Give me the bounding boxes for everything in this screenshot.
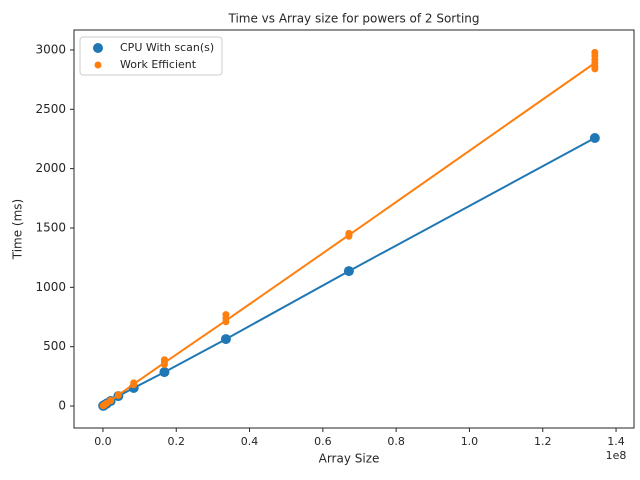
y-tick-label: 2500 [35,102,66,116]
legend-box [79,36,223,76]
x-tick-label: 0.8 [387,435,405,448]
data-point [343,266,354,277]
data-point [107,396,115,404]
y-tick-label: 3000 [35,42,66,56]
data-point [130,379,138,387]
legend: CPU With scan(s) Work Efficient [79,36,223,76]
x-tick-label: 0.2 [168,435,186,448]
data-point [160,356,168,364]
x-offset-label: 1e8 [606,449,627,462]
x-tick-label: 0.0 [94,435,112,448]
data-point [345,229,353,237]
x-tick-label: 1.0 [461,435,479,448]
data-point [222,311,230,319]
data-point [220,334,231,345]
y-axis-label: Time (ms) [11,199,25,261]
y-tick-label: 500 [43,339,66,353]
x-tick-label: 1.4 [607,435,625,448]
y-tick-label: 2000 [35,161,66,175]
x-tick-label: 0.6 [314,435,332,448]
data-point [589,133,600,144]
x-tick-label: 0.4 [241,435,259,448]
y-tick-label: 1500 [35,220,66,234]
x-axis-label: Array Size [319,452,380,466]
legend-label: Work Efficient [120,58,197,71]
legend-label: CPU With scan(s) [120,41,214,54]
chart-title: Time vs Array size for powers of 2 Sorti… [227,12,479,26]
data-point [591,48,599,56]
data-point [159,367,170,378]
x-tick-label: 1.2 [534,435,552,448]
y-tick-label: 1000 [35,280,66,294]
legend-marker [93,43,103,53]
y-tick-label: 0 [58,399,66,413]
legend-marker [94,61,102,69]
data-point [114,391,122,399]
